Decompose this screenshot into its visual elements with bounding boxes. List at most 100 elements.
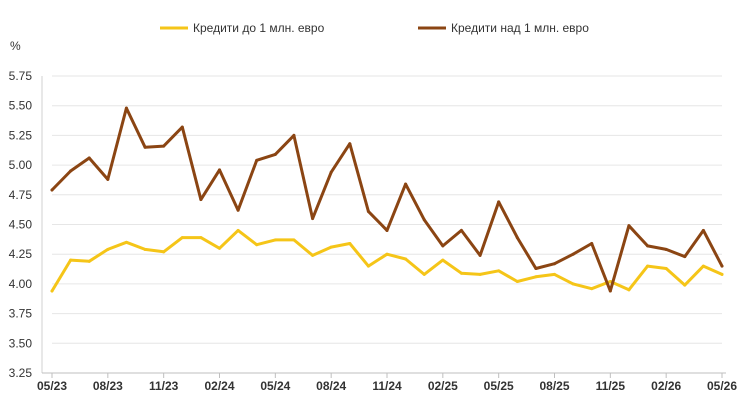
data-point-large-loans — [87, 156, 91, 160]
data-point-small-loans — [534, 275, 538, 279]
x-tick-label: 02/24 — [204, 379, 234, 393]
x-tick-label: 05/26 — [707, 379, 737, 393]
data-point-small-loans — [422, 272, 426, 276]
data-point-large-loans — [608, 289, 612, 293]
data-point-small-loans — [143, 247, 147, 251]
data-point-large-loans — [664, 247, 668, 251]
data-point-large-loans — [515, 236, 519, 240]
data-point-large-loans — [701, 228, 705, 232]
data-point-small-loans — [720, 272, 724, 276]
data-point-small-loans — [646, 264, 650, 268]
data-point-small-loans — [180, 236, 184, 240]
x-tick-label: 08/24 — [316, 379, 346, 393]
data-point-large-loans — [478, 253, 482, 257]
data-point-small-loans — [329, 245, 333, 249]
data-point-small-loans — [87, 259, 91, 263]
data-point-small-loans — [459, 271, 463, 275]
data-point-large-loans — [627, 224, 631, 228]
data-point-small-loans — [627, 288, 631, 292]
data-point-small-loans — [236, 228, 240, 232]
y-tick-label: 4.75 — [9, 188, 33, 202]
data-point-small-loans — [273, 238, 277, 242]
data-point-small-loans — [664, 266, 668, 270]
data-point-large-loans — [720, 264, 724, 268]
x-tick-label: 08/23 — [93, 379, 123, 393]
data-point-large-loans — [50, 188, 54, 192]
series-layer — [50, 106, 724, 293]
data-point-large-loans — [459, 228, 463, 232]
y-tick-label: 5.50 — [9, 99, 33, 113]
grid — [52, 75, 722, 374]
data-point-large-loans — [553, 262, 556, 266]
y-tick-label: 5.25 — [9, 128, 33, 142]
data-point-large-loans — [199, 198, 203, 202]
data-point-small-loans — [683, 283, 687, 287]
data-point-small-loans — [162, 250, 166, 254]
legend-label-large-loans: Кредити над 1 млн. евро — [451, 21, 589, 35]
data-point-large-loans — [69, 169, 73, 173]
x-tick-label: 05/23 — [37, 379, 67, 393]
data-point-small-loans — [553, 272, 556, 276]
data-point-small-loans — [441, 258, 445, 262]
data-point-small-loans — [497, 269, 501, 273]
data-point-small-loans — [348, 242, 352, 246]
data-point-large-loans — [366, 209, 370, 213]
y-axis-unit-label: % — [10, 39, 21, 53]
data-point-large-loans — [329, 170, 333, 174]
data-point-small-loans — [311, 253, 315, 257]
data-point-large-loans — [124, 106, 128, 110]
data-point-large-loans — [571, 252, 575, 256]
data-point-small-loans — [404, 257, 408, 261]
data-point-small-loans — [124, 240, 128, 244]
data-point-small-loans — [701, 264, 705, 268]
data-point-large-loans — [348, 142, 352, 146]
data-point-small-loans — [106, 247, 110, 251]
x-tick-label: 11/25 — [596, 379, 626, 393]
data-point-small-loans — [571, 282, 575, 286]
x-tick-label: 08/25 — [539, 379, 569, 393]
x-tick-label: 02/26 — [651, 379, 681, 393]
y-tick-label: 4.25 — [9, 247, 33, 261]
data-point-large-loans — [422, 218, 426, 222]
data-point-small-loans — [292, 238, 296, 242]
series-small-loans — [50, 228, 724, 293]
data-point-large-loans — [534, 266, 538, 270]
data-point-large-loans — [292, 133, 296, 137]
data-point-small-loans — [69, 258, 73, 262]
data-point-large-loans — [255, 158, 259, 162]
data-point-large-loans — [236, 208, 240, 212]
y-tick-label: 4.00 — [9, 277, 33, 291]
data-point-large-loans — [404, 182, 408, 186]
data-point-small-loans — [199, 236, 203, 240]
data-point-large-loans — [273, 152, 277, 156]
data-point-small-loans — [366, 264, 370, 268]
y-tick-label: 3.75 — [9, 307, 33, 321]
x-axis: 05/23 08/23 11/23 02/24 05/24 08/24 11/24 02/25… — [37, 372, 737, 393]
x-tick-label: 11/23 — [149, 379, 179, 393]
data-point-large-loans — [311, 217, 315, 221]
x-tick-label: 11/24 — [372, 379, 402, 393]
data-point-large-loans — [590, 242, 594, 246]
data-point-large-loans — [441, 244, 445, 248]
series-line-small-loans — [50, 228, 724, 293]
x-tick-label: 05/25 — [484, 379, 514, 393]
data-point-small-loans — [218, 246, 221, 250]
y-tick-label: 5.00 — [9, 158, 33, 172]
y-axis: 3.25 3.50 3.75 4.00 4.25 4.50 4.75 5.00 5.25 5.50… — [9, 69, 43, 380]
data-point-large-loans — [106, 177, 110, 181]
data-point-small-loans — [255, 243, 259, 247]
data-point-small-loans — [478, 272, 482, 276]
data-point-large-loans — [143, 145, 147, 149]
data-point-small-loans — [50, 289, 54, 293]
data-point-large-loans — [497, 200, 501, 204]
x-tick-label: 02/25 — [428, 379, 458, 393]
data-point-large-loans — [180, 125, 184, 129]
data-point-small-loans — [590, 287, 594, 291]
y-tick-label: 3.50 — [9, 336, 33, 350]
y-tick-label: 5.75 — [9, 69, 33, 83]
data-point-large-loans — [385, 228, 389, 232]
data-point-small-loans — [608, 280, 612, 284]
legend-label-small-loans: Кредити до 1 млн. евро — [193, 21, 325, 35]
